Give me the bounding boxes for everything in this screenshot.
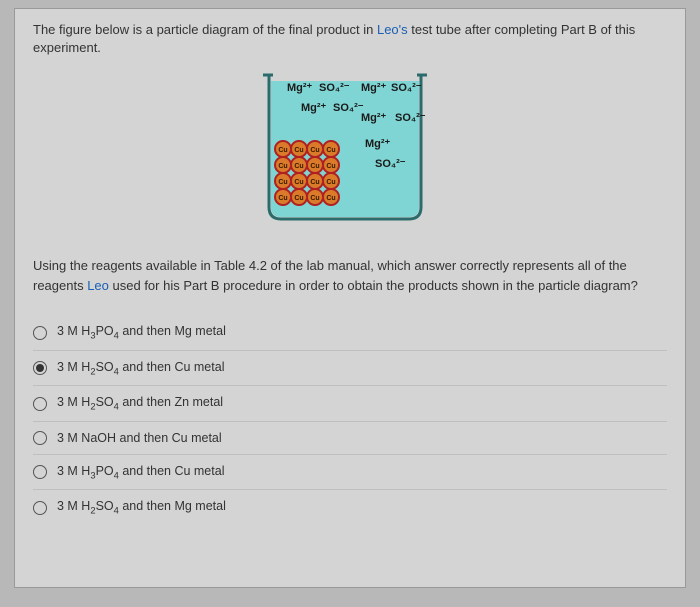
svg-text:Cu: Cu <box>278 163 287 170</box>
intro-name: Leo's <box>377 22 408 37</box>
option-radio-1[interactable] <box>33 361 47 375</box>
option-row-0[interactable]: 3 M H3PO4 and then Mg metal <box>33 315 667 351</box>
intro-prefix: The figure below is a particle diagram o… <box>33 22 377 37</box>
option-label-5: 3 M H2SO4 and then Mg metal <box>57 499 226 516</box>
svg-text:Cu: Cu <box>326 195 335 202</box>
beaker-diagram: Mg²⁺SO₄²⁻Mg²⁺SO₄²⁻Mg²⁺SO₄²⁻Mg²⁺SO₄²⁻Mg²⁺… <box>33 67 667 242</box>
intro-text: The figure below is a particle diagram o… <box>33 21 667 57</box>
option-row-1[interactable]: 3 M H2SO4 and then Cu metal <box>33 351 667 387</box>
svg-text:Cu: Cu <box>278 147 287 154</box>
option-row-5[interactable]: 3 M H2SO4 and then Mg metal <box>33 490 667 525</box>
question-panel: The figure below is a particle diagram o… <box>14 8 686 588</box>
svg-text:Mg²⁺: Mg²⁺ <box>287 82 313 94</box>
option-radio-0[interactable] <box>33 326 47 340</box>
svg-text:Mg²⁺: Mg²⁺ <box>361 112 387 124</box>
option-label-1: 3 M H2SO4 and then Cu metal <box>57 360 224 377</box>
svg-text:Cu: Cu <box>294 163 303 170</box>
svg-text:SO₄²⁻: SO₄²⁻ <box>333 102 364 114</box>
svg-text:Cu: Cu <box>294 195 303 202</box>
option-label-3: 3 M NaOH and then Cu metal <box>57 431 222 445</box>
option-row-3[interactable]: 3 M NaOH and then Cu metal <box>33 422 667 455</box>
question-name: Leo <box>87 278 109 293</box>
question-text: Using the reagents available in Table 4.… <box>33 256 667 295</box>
option-label-0: 3 M H3PO4 and then Mg metal <box>57 324 226 341</box>
svg-text:Cu: Cu <box>326 163 335 170</box>
option-label-2: 3 M H2SO4 and then Zn metal <box>57 395 223 412</box>
option-radio-2[interactable] <box>33 397 47 411</box>
svg-text:Cu: Cu <box>310 147 319 154</box>
options-list: 3 M H3PO4 and then Mg metal 3 M H2SO4 and… <box>33 315 667 525</box>
svg-text:Mg²⁺: Mg²⁺ <box>365 138 391 150</box>
svg-text:Cu: Cu <box>310 163 319 170</box>
svg-text:SO₄²⁻: SO₄²⁻ <box>391 82 422 94</box>
option-radio-3[interactable] <box>33 431 47 445</box>
svg-text:Cu: Cu <box>326 179 335 186</box>
svg-text:Cu: Cu <box>278 179 287 186</box>
svg-text:Cu: Cu <box>326 147 335 154</box>
option-row-2[interactable]: 3 M H2SO4 and then Zn metal <box>33 386 667 422</box>
option-radio-4[interactable] <box>33 465 47 479</box>
svg-text:Cu: Cu <box>294 147 303 154</box>
option-label-4: 3 M H3PO4 and then Cu metal <box>57 464 224 481</box>
option-radio-5[interactable] <box>33 501 47 515</box>
svg-text:Mg²⁺: Mg²⁺ <box>361 82 387 94</box>
svg-text:Cu: Cu <box>278 195 287 202</box>
beaker-svg: Mg²⁺SO₄²⁻Mg²⁺SO₄²⁻Mg²⁺SO₄²⁻Mg²⁺SO₄²⁻Mg²⁺… <box>245 67 455 237</box>
svg-text:Mg²⁺: Mg²⁺ <box>301 102 327 114</box>
option-row-4[interactable]: 3 M H3PO4 and then Cu metal <box>33 455 667 491</box>
svg-text:Cu: Cu <box>310 179 319 186</box>
svg-text:SO₄²⁻: SO₄²⁻ <box>395 112 426 124</box>
svg-text:Cu: Cu <box>294 179 303 186</box>
svg-text:Cu: Cu <box>310 195 319 202</box>
svg-text:SO₄²⁻: SO₄²⁻ <box>375 158 406 170</box>
question-suffix: used for his Part B procedure in order t… <box>109 278 638 293</box>
svg-text:SO₄²⁻: SO₄²⁻ <box>319 82 350 94</box>
